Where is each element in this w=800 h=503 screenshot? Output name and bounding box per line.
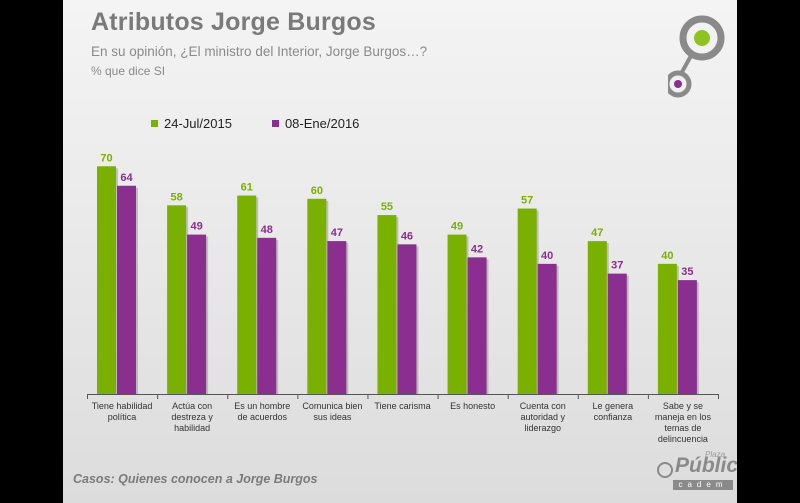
category-label: Cuenta con autoridad y liderazgo [520,401,566,433]
legend-swatch-purple [271,120,279,127]
bar-ene-2016-4 [397,244,417,394]
bar-ene-2016-1 [187,234,207,394]
brand-circles-icon [668,15,725,98]
chart-subtitle: En su opinión, ¿El ministro del Interior… [91,44,428,59]
chart-title: Atributos Jorge Burgos [91,8,376,36]
data-label: 64 [120,172,133,184]
bar-ene-2016-5 [467,257,487,394]
category-label: Actúa con destreza y habilidad [171,401,213,433]
data-label: 61 [241,182,253,194]
data-label: 58 [170,191,182,203]
legend-swatch-green [151,120,158,127]
legend-item-series-2: 08-Ene/2016 [271,116,360,131]
bar-jul-2015-6 [517,208,537,394]
category-label: Sabe y se maneja en los temas de delincuenc… [655,401,712,444]
category-label: Es un hombre de acuerdos [234,401,290,422]
data-label: 46 [401,230,413,242]
bar-ene-2016-0 [117,185,136,394]
data-label: 40 [661,250,673,262]
category-label: Comunica bien sus ideas [302,401,362,422]
data-label: 49 [190,221,202,233]
bar-jul-2015-5 [447,234,467,394]
bar-ene-2016-8 [677,280,697,394]
data-label: 42 [471,243,483,255]
bar-ene-2016-2 [257,237,277,394]
data-label: 35 [681,266,693,278]
bar-jul-2015-3 [307,198,327,394]
data-label: 49 [451,221,463,233]
slide: Atributos Jorge Burgos En su opinión, ¿E… [63,0,737,503]
legend-label: 24-Jul/2015 [164,116,232,131]
bar-jul-2015-7 [587,241,607,394]
category-label: Tiene carisma [374,401,430,411]
bar-ene-2016-3 [327,241,347,394]
data-label: 47 [591,227,603,239]
data-label: 48 [261,224,273,236]
legend-item-series-1: 24-Jul/2015 [151,116,232,131]
data-label: 60 [311,185,323,197]
data-label: 55 [381,201,393,213]
data-label: 37 [611,260,623,272]
brand-cadem: cadem [673,480,733,490]
bar-jul-2015-1 [167,205,187,394]
bar-jul-2015-0 [97,166,116,394]
data-label: 57 [521,195,533,207]
bar-jul-2015-8 [657,263,677,394]
data-label: 40 [541,250,553,262]
legend-label: 08-Ene/2016 [284,116,360,131]
bar-ene-2016-6 [537,263,557,394]
brand-dot-icon [657,462,673,478]
category-label: Le genera confianza [593,401,634,422]
brand-main: Pública [675,454,737,477]
legend: 24-Jul/2015 08-Ene/2016 [151,116,359,131]
data-label: 70 [100,152,112,164]
brand-logo: Plaza Pública cadem [653,450,737,494]
data-label: 47 [331,227,343,239]
bar-ene-2016-7 [607,273,627,394]
category-label: Es honesto [450,401,495,411]
chart-note: % que dice SI [91,64,166,78]
bar-chart: 70 64 Tiene habilidad política 58 49 Actúa con… [87,152,719,444]
bar-jul-2015-2 [237,195,257,394]
bar-jul-2015-4 [377,215,397,394]
brand-plaza: Plaza [705,450,726,459]
footer-note: Casos: Quienes conocen a Jorge Burgos [73,472,318,486]
category-label: Tiene habilidad política [92,401,153,422]
